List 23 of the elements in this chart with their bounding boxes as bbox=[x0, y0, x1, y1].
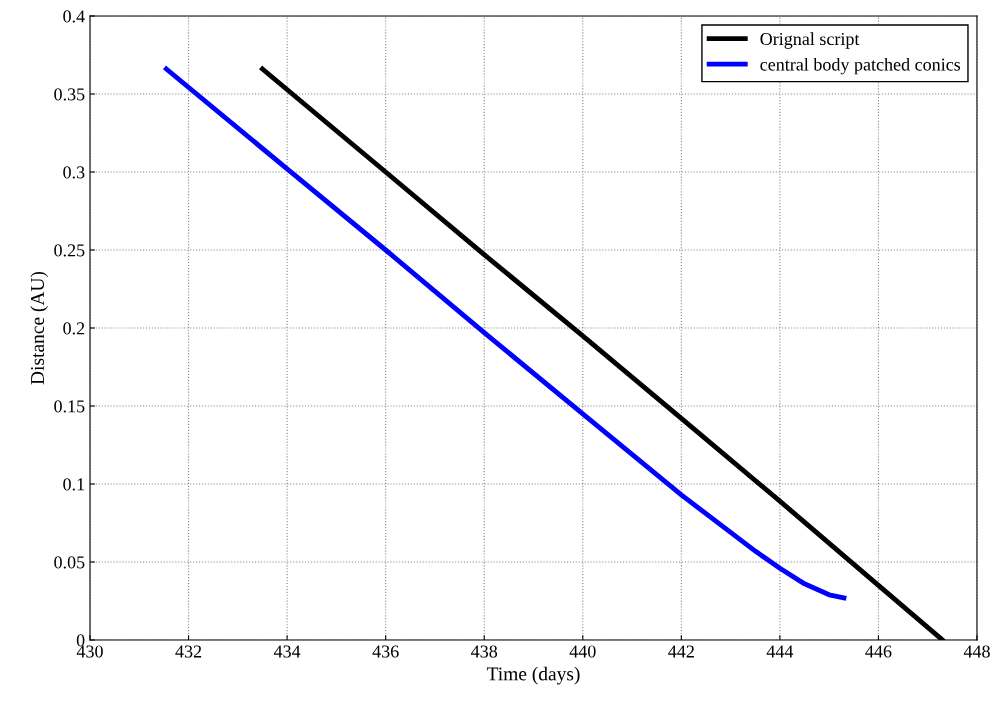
y-tick-label: 0.2 bbox=[63, 322, 85, 335]
y-axis-title: Distance (AU) bbox=[30, 271, 48, 385]
x-tick-label: 438 bbox=[471, 645, 498, 658]
legend-label: Orignal script bbox=[760, 32, 860, 49]
x-tick-label: 446 bbox=[865, 645, 892, 658]
x-tick-label: 436 bbox=[372, 645, 399, 658]
y-tick-label: 0.3 bbox=[63, 166, 85, 179]
y-tick-label: 0 bbox=[76, 634, 85, 647]
y-tick-label: 0.35 bbox=[54, 88, 85, 101]
x-tick-label: 442 bbox=[668, 645, 694, 658]
y-tick-label: 0.1 bbox=[63, 478, 85, 491]
y-tick-label: 0.25 bbox=[54, 244, 85, 257]
y-tick-label: 0.15 bbox=[54, 400, 85, 413]
x-tick-label: 434 bbox=[273, 645, 301, 658]
y-tick-label: 0.4 bbox=[63, 10, 85, 23]
x-tick-label: 432 bbox=[175, 645, 202, 658]
x-axis-title: Time (days) bbox=[486, 666, 580, 685]
legend-label: central body patched conics bbox=[760, 57, 961, 75]
x-tick-label: 448 bbox=[963, 645, 990, 658]
x-tick-label: 444 bbox=[766, 645, 794, 658]
x-tick-label: 430 bbox=[76, 645, 103, 658]
x-tick-label: 440 bbox=[569, 645, 596, 658]
y-tick-label: 0.05 bbox=[54, 556, 85, 569]
